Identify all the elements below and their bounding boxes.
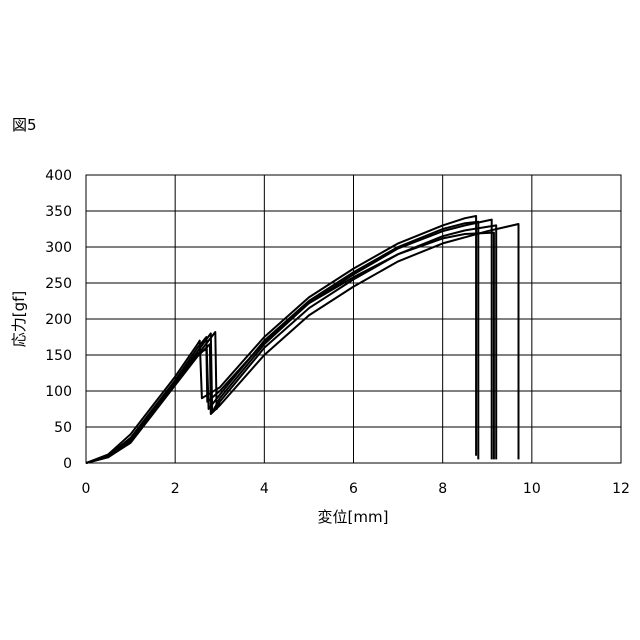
y-tick-label: 0 [63, 456, 72, 472]
y-tick-labels: 0 50 100 150 200 250 300 350 400 [45, 168, 72, 472]
y-tick-label: 350 [45, 204, 72, 220]
x-tick-label: 8 [438, 481, 447, 497]
x-tick-labels: 0 2 4 6 8 10 12 [82, 481, 630, 497]
y-tick-label: 100 [45, 384, 72, 400]
x-tick-label: 10 [523, 481, 541, 497]
grid [86, 175, 621, 463]
x-tick-label: 0 [82, 481, 91, 497]
y-tick-label: 50 [54, 420, 72, 436]
y-tick-label: 150 [45, 348, 72, 364]
y-tick-label: 300 [45, 240, 72, 256]
series-line-6 [86, 233, 494, 463]
y-tick-label: 250 [45, 276, 72, 292]
y-axis-label: 応力[gf] [10, 291, 28, 348]
x-tick-label: 12 [612, 481, 630, 497]
x-axis-label: 変位[mm] [318, 508, 389, 526]
x-tick-label: 2 [171, 481, 180, 497]
y-tick-label: 200 [45, 312, 72, 328]
series-line-3 [86, 220, 492, 463]
x-tick-label: 4 [260, 481, 269, 497]
series-group [86, 216, 519, 463]
x-tick-label: 6 [349, 481, 358, 497]
y-tick-label: 400 [45, 168, 72, 184]
